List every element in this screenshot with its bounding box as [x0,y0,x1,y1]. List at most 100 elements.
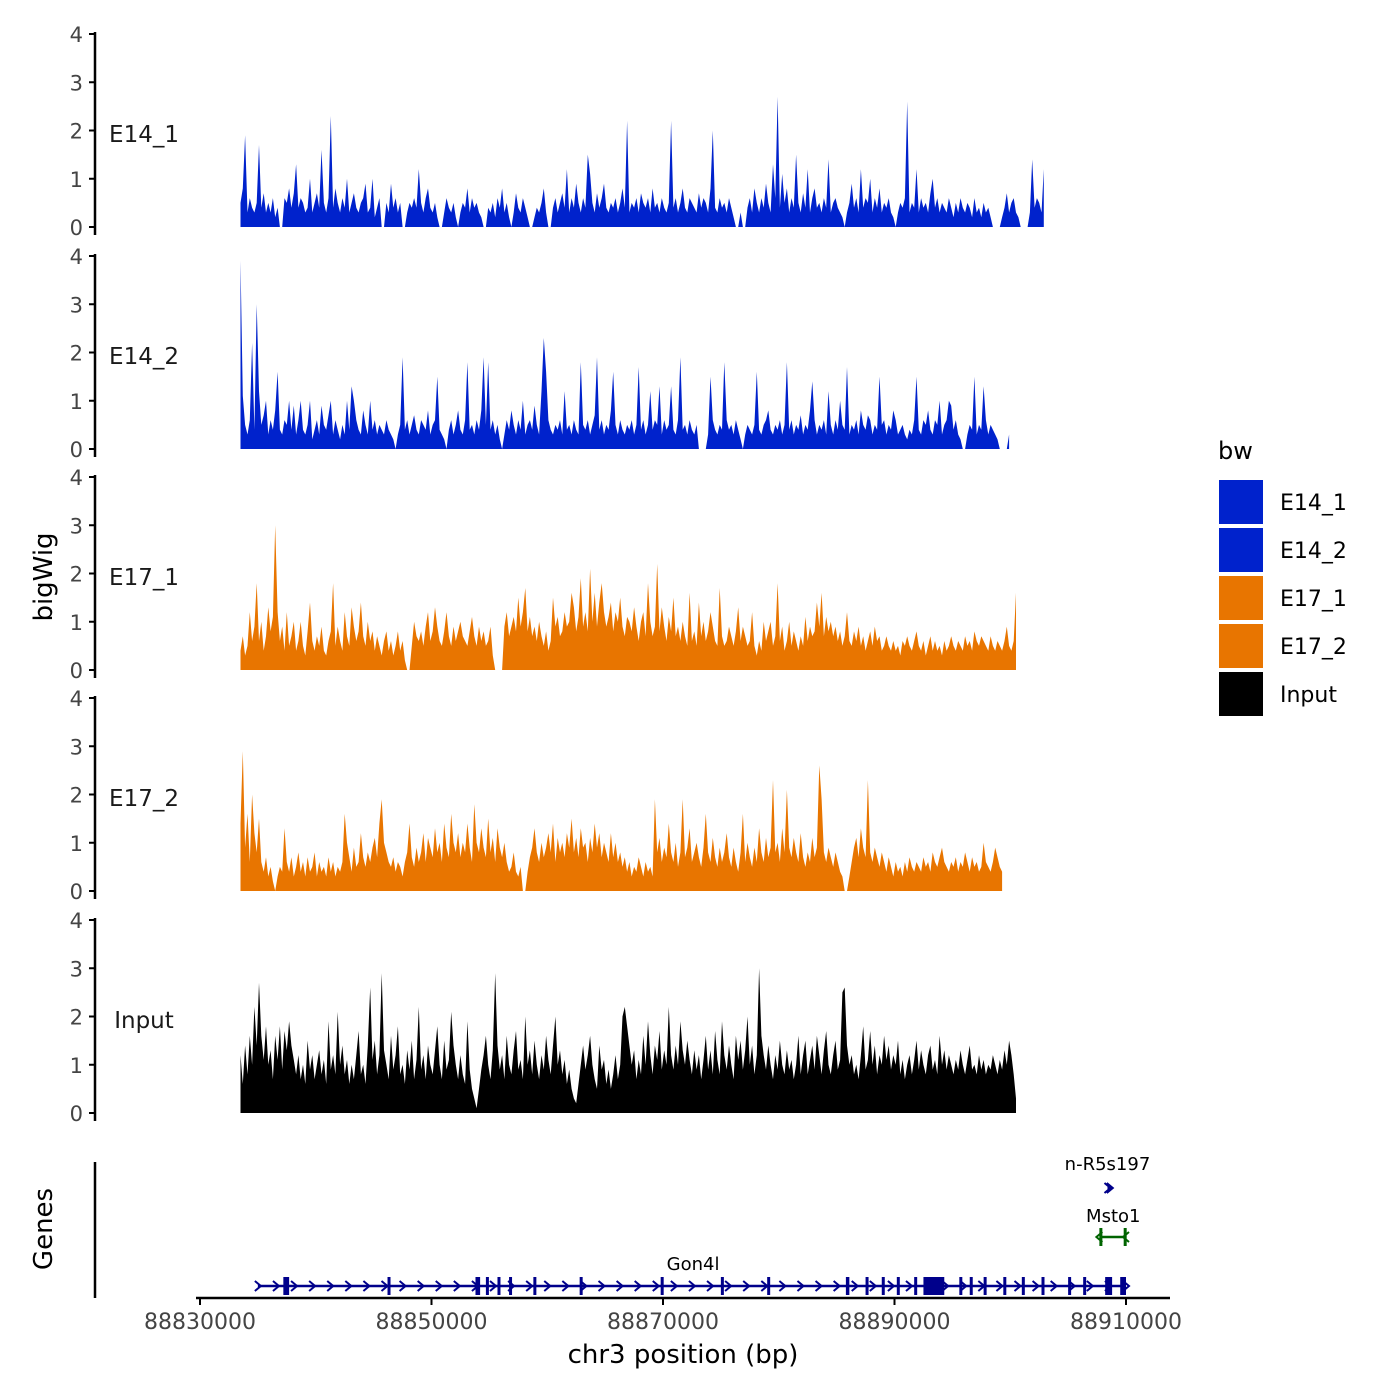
genes-axis-title: Genes [29,1188,59,1270]
exon [660,1277,664,1295]
legend-title: bw [1218,437,1253,465]
legend-swatch-E14_1 [1219,480,1263,524]
strand-chevron [326,1280,335,1292]
strand-chevron [525,1280,534,1292]
strand-chevron [814,1280,824,1292]
strand-chevron [851,1280,860,1292]
legend-label-E14_2: E14_2 [1280,539,1347,564]
track-label: E17_1 [109,565,179,591]
y-tick-label: 4 [70,245,83,269]
strand-chevron [905,1280,914,1292]
exon [533,1277,537,1295]
panel-E14_1: 0 1 2 3 4 E14_1 [70,23,1044,240]
exon [865,1277,869,1295]
legend-swatch-E14_2 [1219,528,1263,572]
exon [283,1277,290,1295]
exon [497,1277,501,1295]
exon [914,1277,918,1295]
panel-E14_2: 0 1 2 3 4 E14_2 [70,245,1010,462]
y-tick-label: 2 [70,563,83,587]
legend-label-E17_1: E17_1 [1280,587,1347,612]
strand-chevron [308,1280,317,1292]
strand-chevron [832,1280,842,1292]
y-tick-label: 0 [70,1102,83,1126]
series-area-E17_2 [240,751,1003,891]
strand-chevron [869,1280,878,1292]
y-tick-label: 1 [70,1054,83,1078]
exon [1120,1277,1126,1295]
strand-chevron [1031,1280,1041,1292]
exon [1105,1277,1113,1295]
panel-E17_2: 0 1 2 3 4 E17_2 [70,687,1003,904]
x-tick-label: 88830000 [144,1310,256,1335]
gene-label: Gon4l [667,1254,720,1275]
gene-label: n-R5s197 [1065,1154,1151,1175]
y-tick-label: 3 [70,957,83,981]
strand-chevron [634,1280,643,1292]
strand-chevron [1121,1231,1130,1243]
strand-chevron [796,1280,806,1292]
y-tick-label: 3 [70,514,83,538]
x-axis: 88830000 88850000 88870000 88890000 88910000 [144,1296,1182,1335]
exon [767,1277,771,1295]
exon [1099,1228,1103,1246]
strand-chevron [1103,1182,1113,1194]
legend-label-E14_1: E14_1 [1280,491,1347,516]
gene-panel: n-R5s197 Msto1 Gon4l [93,1154,1151,1298]
series-area-E14_2 [240,260,1010,449]
strand-chevron [290,1280,299,1292]
y-tick-label: 4 [70,23,83,47]
exon [387,1277,391,1295]
series-area-E14_1 [240,96,1044,227]
y-tick-label: 1 [70,832,83,856]
legend-swatch-E17_1 [1219,576,1263,620]
series-area-E17_1 [240,525,1016,670]
exon [485,1277,489,1295]
strand-chevron [615,1280,625,1292]
strand-chevron [597,1280,607,1292]
gene-label: Msto1 [1086,1206,1140,1227]
y-tick-label: 1 [70,611,83,635]
strand-chevron [1106,1182,1115,1194]
y-tick-label: 1 [70,168,83,192]
legend-label-Input: Input [1280,683,1337,708]
track-label: E14_2 [109,344,179,370]
strand-chevron [380,1280,390,1292]
exon [475,1277,481,1295]
exon [959,1277,963,1295]
exon [720,1277,724,1295]
y-tick-label: 0 [70,659,83,683]
strand-chevron [1013,1280,1023,1292]
x-tick-label: 88870000 [607,1310,719,1335]
track-label: Input [114,1008,174,1034]
strand-chevron [652,1280,661,1292]
strand-chevron [887,1280,896,1292]
exon [845,1277,850,1295]
y-tick-label: 0 [70,216,83,240]
y-tick-label: 2 [70,342,83,366]
y-tick-label: 1 [70,390,83,414]
x-axis-title: chr3 position (bp) [568,1340,799,1370]
exon [1083,1277,1087,1295]
strand-chevron [561,1280,570,1292]
strand-chevron [398,1280,408,1292]
strand-chevron [724,1280,733,1292]
exon [1021,1277,1025,1295]
y-axis-title: bigWig [29,532,59,621]
legend-swatch-Input [1219,672,1263,716]
y-tick-label: 0 [70,880,83,904]
strand-chevron [417,1280,426,1292]
exon [509,1277,513,1295]
exon [579,1277,583,1295]
gene-n-R5s197: n-R5s197 [1065,1154,1151,1194]
y-tick-label: 4 [70,466,83,490]
strand-chevron [1086,1280,1095,1292]
strand-chevron [435,1280,444,1292]
series-area-Input [240,968,1016,1113]
exon [983,1277,987,1295]
y-tick-label: 2 [70,120,83,144]
strand-chevron [362,1280,371,1292]
strand-chevron [453,1280,462,1292]
exon [1003,1277,1007,1295]
